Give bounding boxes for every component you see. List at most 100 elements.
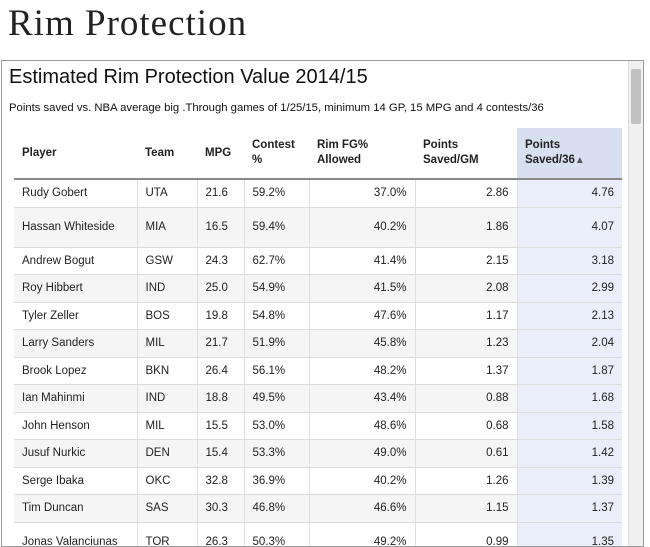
cell-player: Jusuf Nurkic bbox=[14, 439, 137, 468]
cell-contest: 56.1% bbox=[243, 357, 309, 385]
cell-ptsgm: 1.23 bbox=[414, 329, 517, 358]
cell-player: Ian Mahinmi bbox=[14, 384, 137, 413]
cell-pts36: 1.39 bbox=[516, 467, 622, 495]
cell-mpg: 26.4 bbox=[196, 357, 244, 385]
cell-contest: 51.9% bbox=[243, 329, 309, 358]
table-row: Brook Lopez BKN 26.4 56.1% 48.2% 1.37 1.87 bbox=[14, 357, 622, 385]
column-header-points-saved-gm[interactable]: Points Saved/GM bbox=[415, 128, 517, 180]
cell-ptsgm: 1.17 bbox=[414, 302, 517, 330]
cell-mpg: 21.7 bbox=[196, 329, 244, 358]
cell-mpg: 15.4 bbox=[196, 439, 244, 468]
table-row: Ian Mahinmi IND 18.8 49.5% 43.4% 0.88 1.68 bbox=[14, 384, 622, 413]
cell-mpg: 15.5 bbox=[196, 412, 244, 440]
cell-team: IND bbox=[136, 274, 197, 303]
vertical-scrollbar[interactable] bbox=[628, 61, 643, 546]
table-row: Tyler Zeller BOS 19.8 54.8% 47.6% 1.17 2.13 bbox=[14, 302, 622, 330]
cell-rimfg: 37.0% bbox=[308, 179, 415, 208]
cell-contest: 49.5% bbox=[243, 384, 309, 413]
column-header-points-saved-36[interactable]: Points Saved/36▲ bbox=[517, 128, 622, 180]
cell-ptsgm: 2.86 bbox=[414, 179, 517, 208]
widget-subtitle: Points saved vs. NBA average big .Throug… bbox=[9, 102, 544, 114]
widget-title: Estimated Rim Protection Value 2014/15 bbox=[9, 66, 368, 88]
cell-pts36: 1.87 bbox=[516, 357, 622, 385]
column-header-mpg[interactable]: MPG bbox=[197, 128, 244, 180]
cell-player: Roy Hibbert bbox=[14, 274, 137, 303]
cell-rimfg: 40.2% bbox=[308, 467, 415, 495]
table-row: Jonas Valanciunas TOR 26.3 50.3% 49.2% 0.99 1.… bbox=[14, 522, 622, 546]
rim-protection-widget: Estimated Rim Protection Value 2014/15 P… bbox=[1, 60, 644, 547]
cell-rimfg: 41.4% bbox=[308, 247, 415, 275]
cell-team: BKN bbox=[136, 357, 197, 385]
sort-ascending-icon: ▲ bbox=[574, 155, 585, 166]
cell-pts36: 2.04 bbox=[516, 329, 622, 358]
cell-pts36: 1.58 bbox=[516, 412, 622, 440]
cell-rimfg: 46.6% bbox=[308, 494, 415, 523]
cell-player: Brook Lopez bbox=[14, 357, 137, 385]
cell-ptsgm: 2.15 bbox=[414, 247, 517, 275]
cell-pts36: 4.76 bbox=[516, 179, 622, 208]
cell-pts36: 1.35 bbox=[516, 522, 622, 546]
cell-contest: 54.9% bbox=[243, 274, 309, 303]
cell-player: Rudy Gobert bbox=[14, 179, 137, 208]
table-row: Tim Duncan SAS 30.3 46.8% 46.6% 1.15 1.37 bbox=[14, 494, 622, 523]
cell-pts36: 1.68 bbox=[516, 384, 622, 413]
cell-mpg: 21.6 bbox=[196, 179, 244, 208]
cell-rimfg: 43.4% bbox=[308, 384, 415, 413]
table-row: Jusuf Nurkic DEN 15.4 53.3% 49.0% 0.61 1.42 bbox=[14, 439, 622, 468]
cell-player: Tim Duncan bbox=[14, 494, 137, 523]
cell-ptsgm: 1.26 bbox=[414, 467, 517, 495]
cell-contest: 59.2% bbox=[243, 179, 309, 208]
cell-team: TOR bbox=[136, 522, 197, 546]
cell-pts36: 1.37 bbox=[516, 494, 622, 523]
column-header-team[interactable]: Team bbox=[137, 128, 197, 180]
cell-team: DEN bbox=[136, 439, 197, 468]
cell-contest: 53.0% bbox=[243, 412, 309, 440]
table-header-row: Player Team MPG Contest% Rim FG% Allowed … bbox=[14, 128, 622, 180]
table-row: Larry Sanders MIL 21.7 51.9% 45.8% 1.23 2.04 bbox=[14, 329, 622, 358]
cell-player: John Henson bbox=[14, 412, 137, 440]
cell-pts36: 2.99 bbox=[516, 274, 622, 303]
table-row: Andrew Bogut GSW 24.3 62.7% 41.4% 2.15 3.18 bbox=[14, 247, 622, 275]
cell-team: SAS bbox=[136, 494, 197, 523]
cell-player: Hassan Whiteside bbox=[14, 207, 137, 248]
scrollbar-thumb[interactable] bbox=[631, 69, 641, 124]
cell-ptsgm: 0.61 bbox=[414, 439, 517, 468]
cell-team: OKC bbox=[136, 467, 197, 495]
table-row: Roy Hibbert IND 25.0 54.9% 41.5% 2.08 2.99 bbox=[14, 274, 622, 303]
cell-contest: 50.3% bbox=[243, 522, 309, 546]
cell-mpg: 25.0 bbox=[196, 274, 244, 303]
cell-team: MIA bbox=[136, 207, 197, 248]
cell-pts36: 2.13 bbox=[516, 302, 622, 330]
cell-contest: 59.4% bbox=[243, 207, 309, 248]
column-header-contest[interactable]: Contest% bbox=[244, 128, 309, 180]
cell-ptsgm: 0.68 bbox=[414, 412, 517, 440]
cell-contest: 54.8% bbox=[243, 302, 309, 330]
cell-mpg: 19.8 bbox=[196, 302, 244, 330]
cell-mpg: 30.3 bbox=[196, 494, 244, 523]
table-row: Rudy Gobert UTA 21.6 59.2% 37.0% 2.86 4.76 bbox=[14, 179, 622, 208]
table-row: John Henson MIL 15.5 53.0% 48.6% 0.68 1.58 bbox=[14, 412, 622, 440]
cell-team: GSW bbox=[136, 247, 197, 275]
cell-ptsgm: 0.88 bbox=[414, 384, 517, 413]
cell-contest: 46.8% bbox=[243, 494, 309, 523]
cell-contest: 36.9% bbox=[243, 467, 309, 495]
rim-protection-table: Player Team MPG Contest% Rim FG% Allowed … bbox=[14, 128, 622, 546]
cell-rimfg: 48.6% bbox=[308, 412, 415, 440]
cell-rimfg: 49.0% bbox=[308, 439, 415, 468]
cell-pts36: 3.18 bbox=[516, 247, 622, 275]
cell-team: IND bbox=[136, 384, 197, 413]
cell-rimfg: 41.5% bbox=[308, 274, 415, 303]
column-header-rim-fg-allowed[interactable]: Rim FG% Allowed bbox=[309, 128, 415, 180]
cell-player: Serge Ibaka bbox=[14, 467, 137, 495]
column-header-player[interactable]: Player bbox=[14, 128, 137, 180]
cell-player: Tyler Zeller bbox=[14, 302, 137, 330]
cell-player: Andrew Bogut bbox=[14, 247, 137, 275]
cell-team: MIL bbox=[136, 412, 197, 440]
cell-rimfg: 40.2% bbox=[308, 207, 415, 248]
cell-rimfg: 48.2% bbox=[308, 357, 415, 385]
cell-contest: 53.3% bbox=[243, 439, 309, 468]
cell-pts36: 4.07 bbox=[516, 207, 622, 248]
cell-rimfg: 47.6% bbox=[308, 302, 415, 330]
cell-rimfg: 49.2% bbox=[308, 522, 415, 546]
cell-rimfg: 45.8% bbox=[308, 329, 415, 358]
